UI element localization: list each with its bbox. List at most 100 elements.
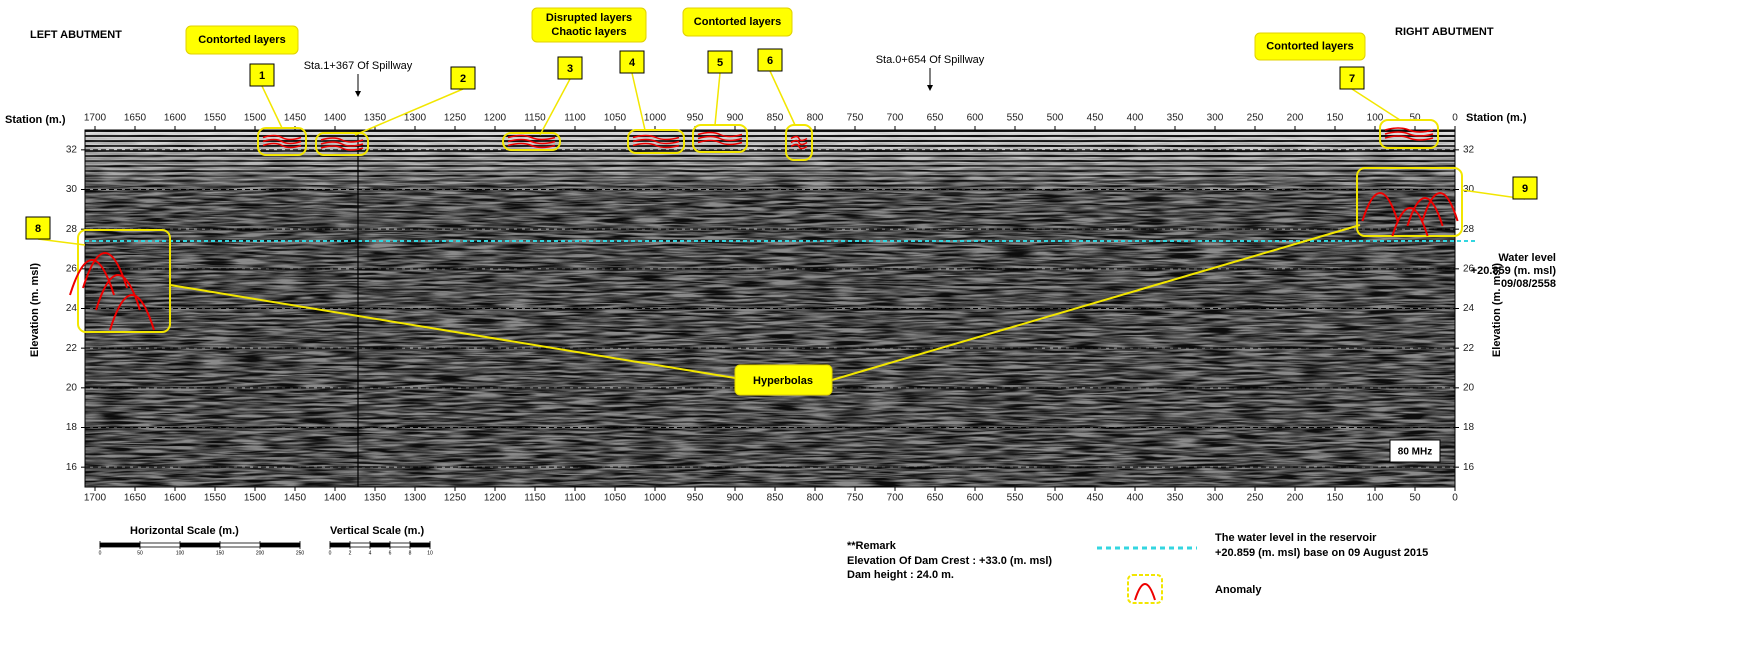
legend-text: The water level in the reservoir — [1215, 532, 1377, 544]
x-tick-label: 800 — [807, 113, 824, 124]
anomaly-outline — [502, 132, 561, 151]
y-tick-label: 22 — [1463, 343, 1475, 354]
radargram-banding — [85, 130, 1455, 200]
x-tick-label: 0 — [1452, 113, 1458, 124]
y-tick-label: 22 — [66, 343, 78, 354]
scale-label: Vertical Scale (m.) — [330, 525, 424, 537]
scale-segment — [260, 543, 300, 547]
x-tick-label: 1300 — [404, 493, 427, 504]
x-axis-label: Station (m.) — [1466, 112, 1527, 124]
x-tick-label: 100 — [1367, 493, 1384, 504]
leader-line — [831, 224, 1361, 381]
hyperbola-mark — [1391, 207, 1429, 237]
y-tick-label: 30 — [1463, 184, 1475, 195]
callout-text: Contorted layers — [694, 16, 781, 28]
x-tick-label: 700 — [887, 113, 904, 124]
callout-box — [1254, 32, 1366, 61]
anomaly-outline — [1379, 119, 1439, 149]
leader-line — [169, 284, 736, 379]
x-tick-label: 1650 — [124, 113, 147, 124]
scale-tick-label: 250 — [296, 550, 305, 556]
x-axis-label: Station (m.) — [5, 114, 66, 126]
legend-anomaly-curve — [1134, 583, 1156, 601]
x-tick-label: 100 — [1367, 113, 1384, 124]
y-tick-label: 16 — [66, 462, 78, 473]
hyperbola-mark — [1361, 192, 1399, 222]
x-tick-label: 600 — [967, 493, 984, 504]
x-tick-label: 1250 — [444, 113, 467, 124]
x-tick-label: 700 — [887, 493, 904, 504]
leader-line — [539, 78, 571, 136]
x-tick-label: 1050 — [604, 493, 627, 504]
x-tick-label: 1500 — [244, 493, 267, 504]
contorted-mark — [507, 134, 556, 149]
x-tick-label: 1700 — [84, 493, 107, 504]
anomaly-number: 1 — [259, 70, 265, 82]
x-tick-label: 900 — [727, 493, 744, 504]
x-tick-label: 1350 — [364, 493, 387, 504]
y-tick-label: 18 — [66, 422, 78, 433]
station-arrowhead — [927, 85, 933, 91]
hyperbola-mark — [82, 252, 128, 289]
callout-text: Disrupted layers — [546, 12, 632, 24]
leader-line — [261, 85, 283, 129]
x-tick-label: 750 — [847, 113, 864, 124]
number-box — [25, 216, 51, 240]
x-tick-label: 400 — [1127, 493, 1144, 504]
anomaly-outline — [77, 229, 171, 333]
x-tick-label: 200 — [1287, 113, 1304, 124]
x-tick-label: 500 — [1047, 493, 1064, 504]
x-tick-label: 1600 — [164, 493, 187, 504]
x-tick-label: 850 — [767, 493, 784, 504]
scale-tick-label: 2 — [349, 550, 352, 556]
number-box — [249, 63, 275, 87]
anomaly-number: 2 — [460, 73, 466, 85]
x-tick-label: 950 — [687, 113, 704, 124]
x-tick-label: 850 — [767, 113, 784, 124]
anomaly-number: 9 — [1522, 183, 1528, 195]
leader-line — [1351, 88, 1401, 121]
x-tick-label: 1600 — [164, 113, 187, 124]
x-tick-label: 1200 — [484, 113, 507, 124]
x-tick-label: 950 — [687, 493, 704, 504]
x-tick-label: 50 — [1409, 493, 1421, 504]
x-tick-label: 1700 — [84, 113, 107, 124]
contorted-mark — [262, 134, 302, 149]
x-tick-label: 650 — [927, 493, 944, 504]
number-box — [707, 50, 733, 74]
x-tick-label: 1550 — [204, 493, 227, 504]
scale-tick-label: 10 — [427, 550, 433, 556]
water-level-value: +20.859 (m. msl) — [1471, 265, 1557, 277]
x-tick-label: 1500 — [244, 113, 267, 124]
callout-box — [682, 7, 793, 37]
number-box — [757, 48, 783, 72]
anomaly-outline — [692, 124, 748, 153]
y-tick-label: 32 — [66, 144, 78, 155]
y-tick-label: 20 — [1463, 382, 1475, 393]
x-tick-label: 500 — [1047, 113, 1064, 124]
x-tick-label: 1050 — [604, 113, 627, 124]
frequency-box — [1389, 439, 1441, 463]
x-tick-label: 250 — [1247, 113, 1264, 124]
x-tick-label: 600 — [967, 113, 984, 124]
scale-tick-label: 50 — [137, 550, 143, 556]
y-tick-label: 28 — [1463, 224, 1475, 235]
callout-box — [531, 7, 647, 43]
x-tick-label: 1150 — [524, 113, 546, 124]
x-tick-label: 1000 — [644, 493, 667, 504]
x-tick-label: 1450 — [284, 493, 307, 504]
number-box — [1339, 66, 1365, 90]
y-tick-label: 16 — [1463, 462, 1475, 473]
scale-segment — [330, 543, 350, 547]
x-tick-label: 1250 — [444, 493, 467, 504]
remark-line: Elevation Of Dam Crest : +33.0 (m. msl) — [847, 555, 1052, 567]
x-tick-label: 1200 — [484, 493, 507, 504]
leader-line — [354, 88, 464, 136]
legend-text: Anomaly — [1215, 584, 1262, 596]
x-tick-label: 1550 — [204, 113, 227, 124]
abutment-label: RIGHT ABUTMENT — [1395, 26, 1494, 38]
leader-line — [631, 72, 646, 131]
x-tick-label: 450 — [1087, 113, 1104, 124]
scale-tick-label: 0 — [329, 550, 332, 556]
